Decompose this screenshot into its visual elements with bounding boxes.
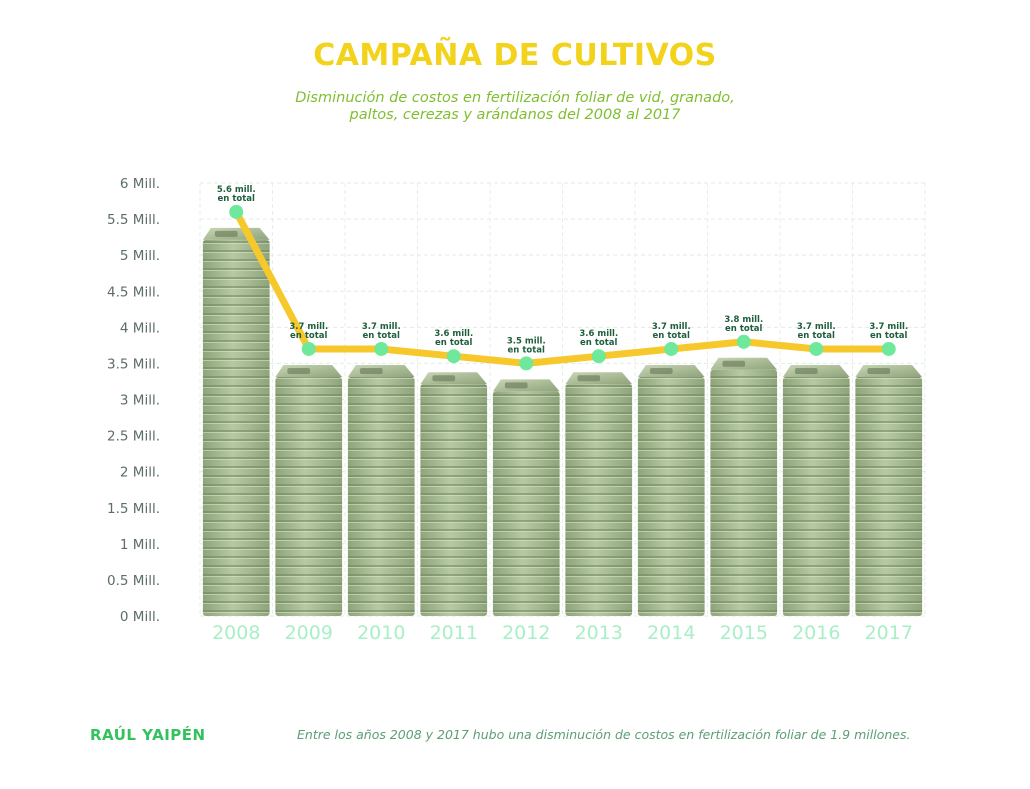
x-tick-label: 2014 bbox=[647, 622, 695, 644]
money-stack-portrait bbox=[577, 375, 601, 382]
money-stack-layers bbox=[202, 239, 270, 616]
money-stack-layers bbox=[420, 384, 488, 616]
x-tick-label: 2017 bbox=[865, 622, 913, 644]
data-label-suffix: en total bbox=[363, 331, 400, 341]
money-stack-layers bbox=[565, 384, 633, 616]
money-stack-2012 bbox=[492, 379, 560, 616]
data-label-suffix: en total bbox=[290, 331, 327, 341]
money-stack-2013 bbox=[565, 372, 633, 616]
author-credit: RAÚL YAIPÉN bbox=[90, 726, 206, 744]
y-tick-label: 4.5 Mill. bbox=[107, 284, 160, 300]
money-stack-layers bbox=[492, 391, 560, 616]
y-tick-label: 1.5 Mill. bbox=[107, 501, 160, 517]
trend-line bbox=[229, 204, 896, 371]
y-tick-label: 6 Mill. bbox=[120, 176, 160, 192]
data-label-value: 3.7 mill. bbox=[289, 322, 328, 332]
data-point-2010 bbox=[374, 341, 389, 356]
data-label-value: 3.8 mill. bbox=[724, 315, 763, 325]
money-stack-portrait bbox=[867, 367, 891, 374]
money-stack-2017 bbox=[855, 364, 923, 616]
y-tick-label: 0.5 Mill. bbox=[107, 573, 160, 589]
money-stack-2016 bbox=[782, 364, 850, 616]
data-label-suffix: en total bbox=[435, 338, 472, 348]
chart-title: CAMPAÑA DE CULTIVOS bbox=[313, 38, 717, 73]
data-label-value: 3.7 mill. bbox=[797, 322, 836, 332]
trend-line-path bbox=[232, 208, 893, 367]
data-label-suffix: en total bbox=[580, 338, 617, 348]
data-label-suffix: en total bbox=[798, 331, 835, 341]
money-stack-portrait bbox=[794, 367, 818, 374]
data-point-2011 bbox=[446, 349, 461, 364]
data-point-2012 bbox=[519, 356, 534, 371]
x-tick-label: 2016 bbox=[792, 622, 840, 644]
y-tick-label: 2 Mill. bbox=[120, 465, 160, 481]
y-tick-label: 5 Mill. bbox=[120, 248, 160, 264]
data-point-2013 bbox=[591, 349, 606, 364]
money-stack-2015 bbox=[710, 357, 778, 616]
y-tick-label: 3.5 Mill. bbox=[107, 356, 160, 372]
money-stack-layers bbox=[275, 376, 343, 616]
money-stack-2011 bbox=[420, 372, 488, 616]
money-stack-portrait bbox=[359, 367, 383, 374]
x-tick-label: 2010 bbox=[357, 622, 405, 644]
bars bbox=[202, 227, 923, 616]
data-label-value: 3.6 mill. bbox=[579, 329, 618, 339]
money-stack-layers bbox=[347, 376, 415, 616]
money-stack-layers bbox=[637, 376, 705, 616]
subtitle-line-2: paltos, cerezas y arándanos del 2008 al … bbox=[349, 107, 681, 123]
money-stack-portrait bbox=[504, 382, 528, 389]
data-label-suffix: en total bbox=[218, 194, 255, 204]
data-label-suffix: en total bbox=[725, 324, 762, 334]
data-label-value: 3.5 mill. bbox=[507, 336, 546, 346]
x-tick-label: 2012 bbox=[502, 622, 550, 644]
footnote: Entre los años 2008 y 2017 hubo una dism… bbox=[297, 727, 911, 742]
money-stack-portrait bbox=[432, 375, 456, 382]
data-label-value: 5.6 mill. bbox=[217, 185, 256, 195]
money-stack-2009 bbox=[275, 364, 343, 616]
data-label-value: 3.7 mill. bbox=[362, 322, 401, 332]
data-point-2009 bbox=[301, 341, 316, 356]
money-stack-layers bbox=[782, 376, 850, 616]
data-label-value: 3.7 mill. bbox=[869, 322, 908, 332]
data-point-2015 bbox=[736, 334, 751, 349]
x-tick-label: 2013 bbox=[575, 622, 623, 644]
x-axis: 2008 2009 2010 2011 2012 2013 2014 2015 2016 2017 bbox=[212, 622, 913, 644]
data-label-suffix: en total bbox=[870, 331, 907, 341]
data-point-2016 bbox=[809, 341, 824, 356]
y-axis: 0 Mill. 0.5 Mill. 1 Mill. 1.5 Mill. 2 Mill. 2… bbox=[107, 176, 160, 625]
money-stack-portrait bbox=[287, 367, 311, 374]
data-point-2017 bbox=[881, 341, 896, 356]
y-tick-label: 2.5 Mill. bbox=[107, 429, 160, 445]
money-stack-layers bbox=[710, 369, 778, 616]
y-tick-label: 4 Mill. bbox=[120, 320, 160, 336]
money-stack-2008 bbox=[202, 227, 270, 616]
money-stack-2010 bbox=[347, 364, 415, 616]
y-tick-label: 0 Mill. bbox=[120, 609, 160, 625]
chart-subtitle: Disminución de costos en fertilización f… bbox=[215, 90, 815, 124]
subtitle-line-1: Disminución de costos en fertilización f… bbox=[295, 90, 735, 106]
money-stack-portrait bbox=[214, 230, 238, 237]
money-stack-portrait bbox=[722, 360, 746, 367]
data-label-suffix: en total bbox=[508, 345, 545, 355]
data-label-value: 3.6 mill. bbox=[434, 329, 473, 339]
x-tick-label: 2015 bbox=[720, 622, 768, 644]
data-point-2014 bbox=[664, 341, 679, 356]
y-tick-label: 5.5 Mill. bbox=[107, 212, 160, 228]
x-tick-label: 2009 bbox=[285, 622, 333, 644]
data-label-suffix: en total bbox=[653, 331, 690, 341]
data-label-value: 3.7 mill. bbox=[652, 322, 691, 332]
money-stack-2014 bbox=[637, 364, 705, 616]
x-tick-label: 2011 bbox=[430, 622, 478, 644]
money-stack-portrait bbox=[649, 367, 673, 374]
y-tick-label: 1 Mill. bbox=[120, 537, 160, 553]
data-point-2008 bbox=[229, 204, 244, 219]
y-tick-label: 3 Mill. bbox=[120, 393, 160, 409]
x-tick-label: 2008 bbox=[212, 622, 260, 644]
money-stack-layers bbox=[855, 376, 923, 616]
